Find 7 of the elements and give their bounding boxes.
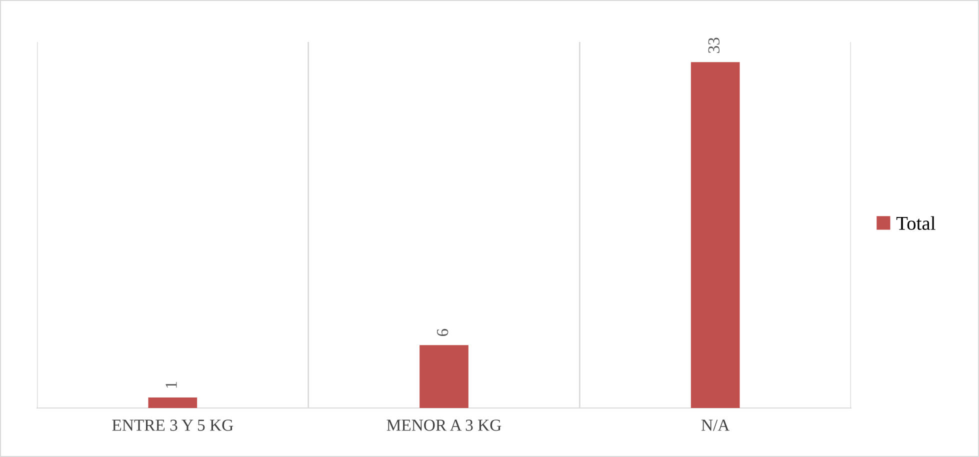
data-label: 33 (708, 38, 720, 53)
x-tick-label: N/A (701, 420, 730, 431)
legend-label: Total (896, 216, 936, 230)
data-label: 1 (166, 382, 177, 388)
data-label: 6 (436, 328, 448, 336)
x-tick-label: MENOR A 3 KG (386, 420, 502, 431)
x-tick-label: ENTRE 3 Y 5 KG (112, 420, 234, 431)
